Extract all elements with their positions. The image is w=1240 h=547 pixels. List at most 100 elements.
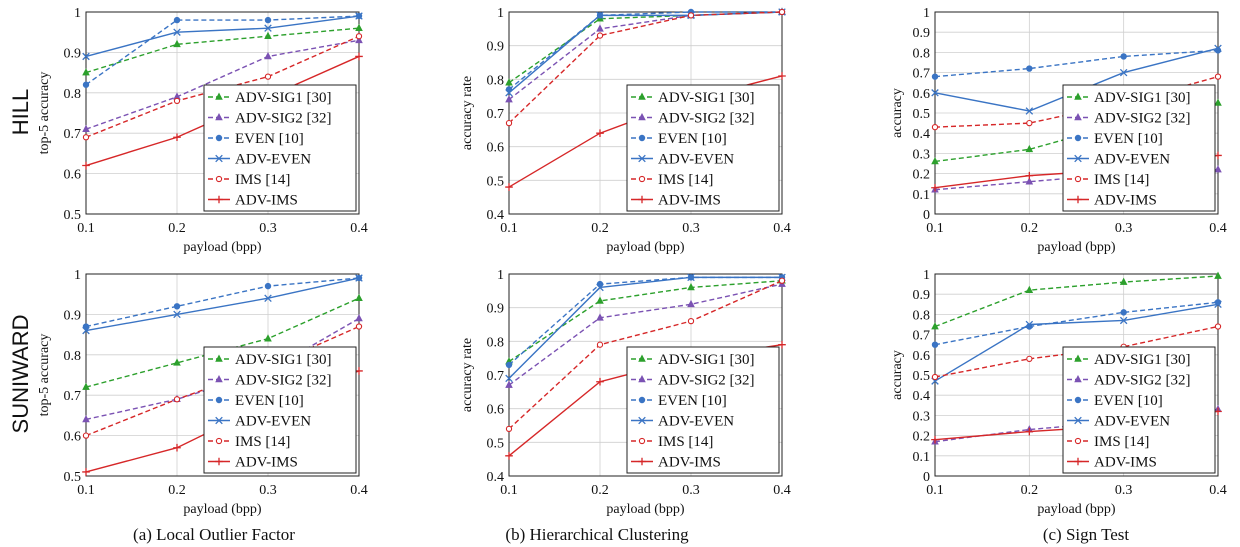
legend-entry-adv-sig2-32: ADV-SIG2 [32] (1067, 111, 1191, 127)
data-point (173, 303, 181, 310)
data-point (778, 8, 786, 16)
legend-marker (1074, 154, 1082, 163)
plot-frame (508, 11, 783, 215)
y-tick-label: 1 (923, 268, 930, 283)
data-point (1214, 323, 1222, 330)
x-tick-label: 0.2 (168, 221, 186, 236)
x-tick-label: 0.3 (682, 483, 700, 498)
data-point (173, 39, 181, 48)
legend-entry-ims-14: IMS [14] (631, 172, 713, 188)
y-tick-label: 0.6 (64, 168, 82, 183)
y-tick-label: 0.4 (913, 127, 931, 142)
x-axis-label: payload (bpp) (1037, 502, 1115, 517)
y-tick-label: 1 (74, 6, 81, 21)
legend-marker (638, 113, 646, 121)
legend-marker (215, 134, 223, 142)
y-tick-label: 0.5 (487, 436, 505, 451)
data-point (1025, 320, 1034, 329)
data-point (778, 72, 786, 80)
legend-marker (638, 175, 646, 183)
data-point (931, 373, 939, 381)
legend-label: EVEN [10] (235, 393, 304, 409)
y-tick-label: 0.7 (64, 127, 82, 142)
legend-label: ADV-IMS (235, 455, 298, 471)
x-tick-label: 0.3 (682, 221, 700, 236)
x-tick-label: 0.4 (1209, 221, 1227, 236)
data-point (687, 12, 695, 19)
legend-entry-adv-sig2-32: ADV-SIG2 [32] (1067, 373, 1191, 389)
data-point (596, 283, 604, 292)
legend-marker (1074, 92, 1082, 100)
y-tick-label: 0.3 (913, 147, 931, 162)
y-tick-label: 1 (497, 268, 504, 283)
data-point (82, 161, 90, 170)
y-tick-label: 0.6 (64, 430, 82, 445)
x-tick-label: 0.1 (77, 221, 95, 236)
legend-label: ADV-IMS (1094, 193, 1157, 209)
legend-entry-adv-ims: ADV-IMS (208, 193, 298, 209)
legend: ADV-SIG1 [30] ADV-SIG2 [32] EVEN [10] ADV-E… (203, 84, 357, 212)
legend-marker (215, 354, 223, 362)
data-point (687, 273, 695, 282)
data-point (82, 323, 90, 330)
y-tick-label: 0.9 (487, 302, 505, 317)
y-tick-label: 0.8 (487, 335, 505, 350)
data-point (505, 361, 513, 369)
data-point (1214, 98, 1222, 106)
caption-b: (b) Hierarchical Clustering (505, 525, 689, 544)
data-point (173, 443, 181, 452)
data-point (82, 68, 90, 76)
data-point (264, 334, 272, 342)
caption-c: (c) Sign Test (1043, 525, 1130, 544)
legend-entry-even-10: EVEN [10] (1067, 131, 1163, 147)
y-tick-label: 0.4 (487, 208, 505, 223)
data-point (1214, 300, 1222, 309)
data-point (1025, 144, 1034, 153)
data-point (355, 274, 363, 282)
series-line (85, 277, 360, 332)
legend-marker (215, 113, 223, 121)
y-tick-label: 0.6 (913, 349, 931, 364)
legend-entry-adv-even: ADV-EVEN (208, 152, 311, 168)
data-point (505, 374, 513, 383)
data-point (931, 322, 939, 330)
data-point (687, 283, 695, 291)
x-axis-label: payload (bpp) (183, 502, 261, 517)
caption-a: (a) Local Outlier Factor (133, 525, 295, 544)
data-point (505, 380, 513, 388)
legend-marker (215, 375, 223, 383)
legend-label: ADV-SIG1 [30] (1094, 352, 1191, 368)
data-point (505, 452, 513, 460)
data-point (505, 183, 513, 191)
data-point (1025, 285, 1034, 293)
data-point (82, 81, 90, 88)
data-point (596, 11, 604, 20)
legend-marker (215, 416, 223, 425)
series-line (508, 11, 783, 124)
legend-label: EVEN [10] (1094, 131, 1163, 147)
legend-marker (638, 457, 646, 466)
series-line (85, 39, 360, 130)
legend-box (1062, 84, 1216, 212)
y-tick-label: 0.5 (64, 470, 82, 485)
data-point (355, 52, 363, 61)
legend-marker (1074, 457, 1082, 466)
legend-label: EVEN [10] (658, 131, 727, 147)
series-adv-even (82, 274, 363, 335)
data-point (173, 16, 181, 24)
legend-label: ADV-IMS (658, 455, 721, 471)
legend-entry-adv-sig1-30: ADV-SIG1 [30] (208, 90, 332, 106)
data-point (82, 134, 90, 141)
legend-label: ADV-SIG2 [32] (235, 111, 332, 127)
data-point (505, 119, 513, 127)
legend-label: ADV-SIG1 [30] (1094, 90, 1191, 106)
y-tick-label: 0.9 (913, 288, 931, 303)
data-point (931, 123, 939, 131)
data-point (264, 31, 272, 40)
series-line (934, 325, 1219, 378)
data-point (264, 282, 272, 290)
legend-label: IMS [14] (1094, 172, 1149, 188)
y-tick-label: 0.7 (487, 107, 505, 122)
y-axis-label: accuracy rate (460, 338, 475, 412)
data-point (596, 24, 604, 32)
